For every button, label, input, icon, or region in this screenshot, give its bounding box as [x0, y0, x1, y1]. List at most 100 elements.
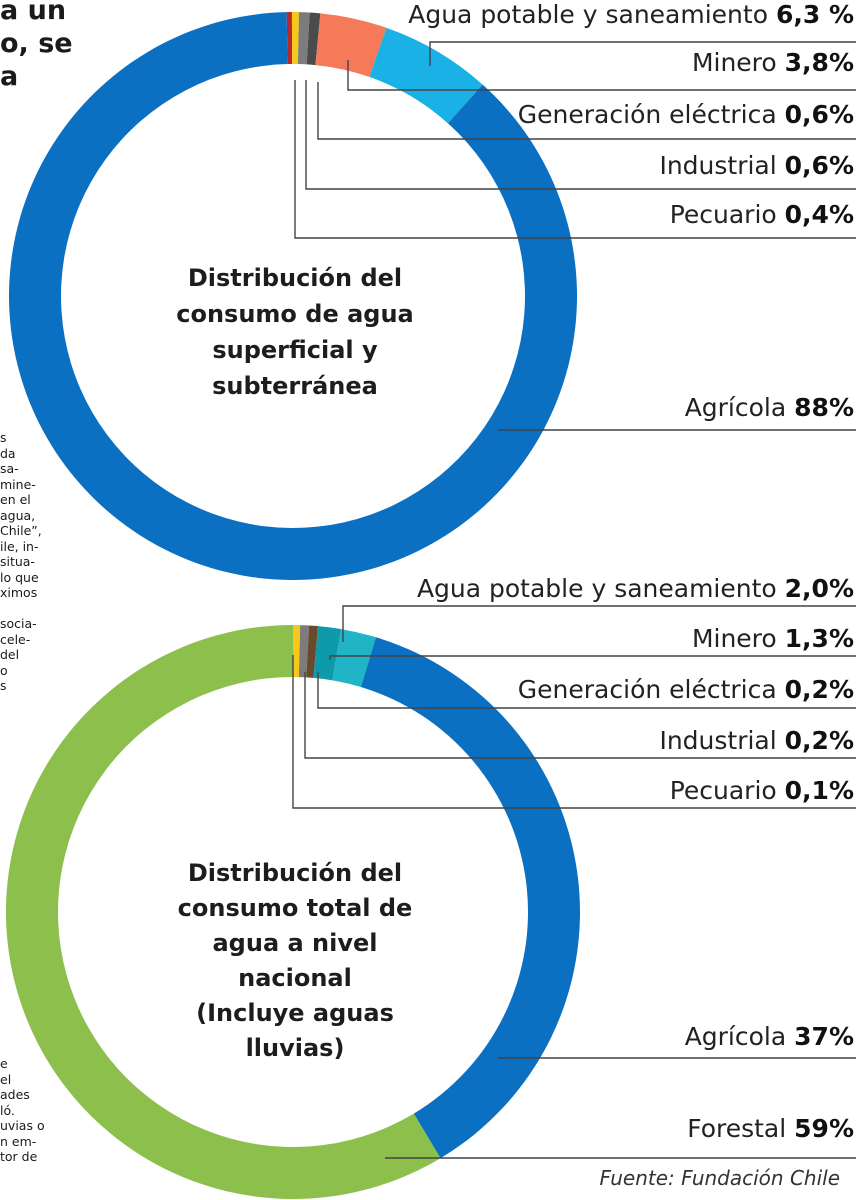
c2-title-line: agua a nivel: [212, 929, 378, 957]
c1-label-agricola: Agrícola 88%: [685, 393, 854, 422]
side-text-line: ló.: [0, 1102, 15, 1118]
side-text-line: tor de: [0, 1149, 38, 1164]
c1-label-value: 0,4%: [784, 200, 854, 229]
c1-label-text: Generación eléctrica: [517, 100, 777, 129]
c2-label-text: Generación eléctrica: [517, 675, 777, 704]
c1-title-line: subterránea: [212, 372, 378, 400]
c1-slice-generacion: [306, 12, 321, 66]
side-heading-line: o, se: [0, 28, 73, 59]
side-body-fragment-upper: s da sa-mine-en el agua, Chile”, ile, in-sit…: [0, 430, 42, 694]
c2-label-pecuario: Pecuario 0,1%: [670, 776, 854, 805]
c2-label-text: Agrícola: [684, 1022, 787, 1051]
side-text-line: en el: [0, 492, 31, 507]
c2-label-text: Agua potable y saneamiento: [416, 574, 777, 603]
c1-leader-agua-potable: [429, 41, 856, 66]
c2-slice-pecuario: [293, 625, 301, 678]
c1-label-value: 0,6%: [784, 151, 854, 180]
side-heading-line: a: [0, 61, 19, 92]
c2-label-text: Pecuario: [669, 776, 777, 805]
side-text-line: ile, in-: [0, 538, 39, 554]
c1-label-industrial: Industrial 0,6%: [659, 151, 854, 180]
c2-title-line: Distribución del: [187, 859, 403, 887]
c2-label-value: 1,3%: [784, 624, 854, 653]
c1-label-minero: Minero 3,8%: [692, 48, 854, 77]
side-text-line: mine-: [0, 476, 36, 492]
side-text-line: agua,: [0, 507, 36, 523]
source-note: Fuente: Fundación Chile: [599, 1166, 840, 1190]
side-heading-line: a un: [0, 0, 67, 26]
side-text-line: socia-: [0, 616, 37, 631]
c2-label-industrial: Industrial 0,2%: [659, 726, 854, 755]
side-text-line: situa-: [0, 554, 35, 569]
c1-label-text: Pecuario: [669, 200, 777, 229]
c1-label-text: Agrícola: [684, 393, 787, 422]
c1-label-text: Agua potable y saneamiento: [408, 0, 768, 29]
c1-slice-pecuario: [291, 11, 300, 65]
c1-label-text: Minero: [691, 48, 777, 77]
c2-label-text: Minero: [691, 624, 777, 653]
side-text-line: Chile”,: [0, 523, 42, 538]
c1-label-value: 0,6%: [784, 100, 854, 129]
c1-leader-industrial: [305, 80, 856, 190]
c2-title-line: (Incluye aguas: [196, 999, 394, 1027]
side-text-line: ades: [0, 1087, 30, 1102]
side-text-line: n em-: [0, 1133, 37, 1149]
c2-slice-industrial: [298, 625, 310, 678]
c2-label-text: Industrial: [659, 726, 777, 755]
side-text-line: sa-: [0, 461, 19, 476]
c2-slice-generacion: [306, 625, 319, 678]
c2-slice-agricola: [360, 637, 581, 1159]
c1-slice-minero: [315, 13, 387, 77]
c2-label-value: 2,0%: [784, 574, 854, 603]
c2-label-value: 59%: [794, 1114, 854, 1143]
c2-label-value: 0,1%: [784, 776, 854, 805]
c2-leader-generacion: [317, 672, 856, 709]
side-text-line: ximos: [0, 585, 38, 600]
c2-leader-pecuario: [292, 655, 856, 809]
side-heading-fragment: a un o, se a: [0, 0, 73, 93]
c1-label-value: 6,3 %: [775, 0, 854, 29]
c1-slice-other: [286, 12, 293, 65]
c2-leader-minero: [329, 655, 856, 660]
c1-label-value: 3,8%: [784, 48, 854, 77]
c1-label-pecuario: Pecuario 0,4%: [670, 200, 854, 229]
c2-slice-forestal: [6, 625, 441, 1199]
side-text-line: lo que: [0, 569, 39, 585]
c2-label-agricola: Agrícola 37%: [685, 1022, 854, 1051]
side-text-line: s: [0, 678, 7, 693]
side-text-line: o: [0, 662, 8, 678]
c1-title-line: consumo de agua: [176, 300, 414, 328]
c2-center-title: Distribución del consumo total de agua a…: [150, 856, 440, 1066]
c1-label-generacion: Generación eléctrica 0,6%: [518, 100, 854, 129]
c2-slice-minero: [313, 626, 342, 681]
c2-label-agua-potable: Agua potable y saneamiento 2,0%: [417, 574, 854, 603]
c2-label-forestal: Forestal 59%: [687, 1114, 854, 1143]
side-text-line: da: [0, 445, 16, 461]
c1-label-agua-potable: Agua potable y saneamiento 6,3 %: [408, 0, 854, 29]
c2-title-line: consumo total de: [177, 894, 413, 922]
side-text-line: cele-: [0, 631, 31, 647]
c2-leader-agua-potable: [342, 605, 856, 642]
side-text-line: e: [0, 1056, 8, 1071]
c2-label-minero: Minero 1,3%: [692, 624, 854, 653]
c2-label-generacion: Generación eléctrica 0,2%: [518, 675, 854, 704]
c1-title-line: Distribución del: [187, 264, 403, 292]
c1-label-text: Industrial: [659, 151, 777, 180]
c1-slice-agua-potable: [369, 27, 483, 124]
c1-label-value: 88%: [794, 393, 854, 422]
c2-label-text: Forestal: [687, 1114, 787, 1143]
c2-label-value: 0,2%: [784, 726, 854, 755]
c1-leader-generacion: [317, 82, 856, 140]
c2-label-value: 0,2%: [784, 675, 854, 704]
c2-slice-agua-potable: [332, 629, 376, 688]
c1-leader-minero: [347, 60, 856, 91]
c1-leader-pecuario: [294, 80, 856, 239]
c1-slice-industrial: [297, 12, 310, 65]
c2-label-value: 37%: [794, 1022, 854, 1051]
c1-center-title: Distribución del consumo de agua superfi…: [150, 260, 440, 404]
side-text-line: s: [0, 430, 7, 445]
c2-title-line: nacional: [238, 964, 352, 992]
